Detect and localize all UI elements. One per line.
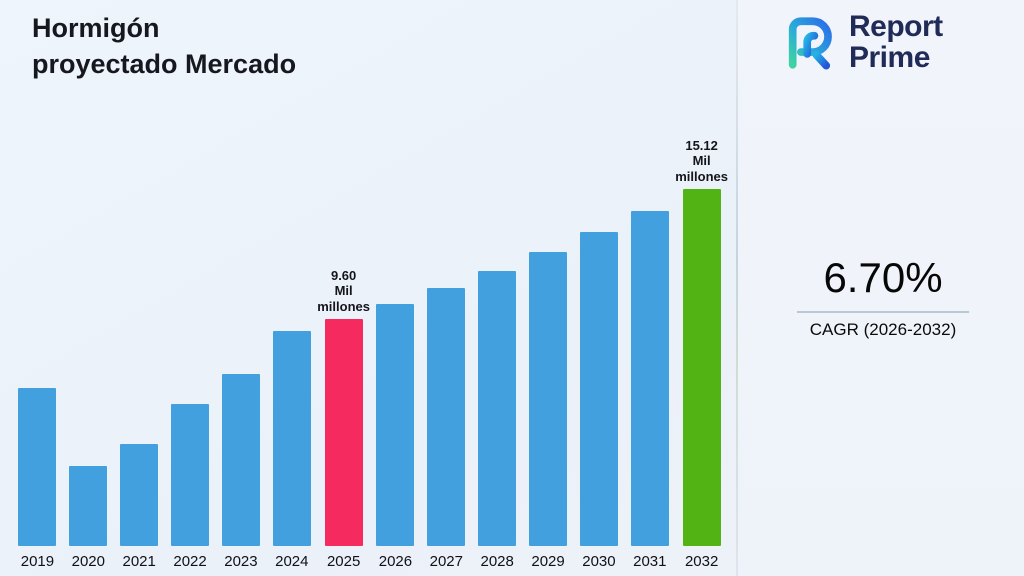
bar-chart: 2019 2020 2021 2022 2023 2024 9.60 Mil millones 2… (12, 138, 728, 570)
cagr-value: 6.70% (823, 254, 943, 301)
bar-column-2030: 2030 (574, 232, 625, 570)
bar-annotation-line: 15.12 (685, 138, 718, 154)
vertical-divider (736, 0, 738, 576)
bar-column-2021: 2021 (114, 444, 165, 570)
page-title-line2: proyectado Mercado (32, 49, 297, 80)
bar-2021 (120, 444, 159, 546)
bar-column-2023: 2023 (216, 374, 267, 570)
bar-column-2020: 2020 (63, 466, 114, 570)
bar-annotation-line: Mil (334, 283, 353, 299)
bar-column-2027: 2027 (421, 288, 472, 570)
reportprime-logo-text: Report Prime (849, 10, 943, 74)
x-axis-label-2027: 2027 (429, 553, 463, 570)
x-axis-label-2026: 2026 (378, 553, 413, 570)
page-title-line1: Hormigón (32, 13, 160, 43)
x-axis-label-2024: 2024 (275, 553, 309, 570)
reportprime-logo-icon (788, 17, 832, 70)
reportprime-logo: Report Prime (780, 10, 943, 74)
bar-annotation-2032: 15.12 Mil millones (675, 138, 728, 184)
bar-2020 (69, 466, 108, 546)
x-axis-label-2029: 2029 (531, 553, 565, 570)
x-axis-label-2028: 2028 (480, 553, 514, 570)
x-axis-label-2025: 2025 (326, 553, 361, 570)
x-axis-label-2021: 2021 (122, 553, 156, 570)
cagr-label: CAGR (2026-2032) (809, 320, 957, 339)
logo-word-prime: Prime (849, 40, 930, 74)
logo-word-report: Report (849, 10, 943, 43)
bar-2023 (221, 374, 260, 546)
bar-column-2022: 2022 (165, 404, 216, 570)
bar-column-2025: 9.60 Mil millones 2025 (317, 268, 370, 570)
bar-column-2026: 2026 (370, 304, 421, 570)
bar-2019 (18, 388, 57, 546)
x-axis-label-2030: 2030 (582, 553, 616, 570)
bar-2026 (376, 304, 415, 546)
bar-2030 (579, 232, 618, 546)
bar-column-2032: 15.12 Mil millones 2032 (675, 138, 728, 570)
bar-2032 (682, 189, 721, 546)
x-axis-label-2022: 2022 (173, 553, 207, 570)
page-title: Hormigón proyectado Mercado (32, 10, 296, 83)
bar-2025 (324, 319, 363, 546)
x-axis-label-2023: 2023 (224, 553, 258, 570)
bar-2024 (272, 331, 311, 546)
bar-column-2029: 2029 (523, 252, 574, 570)
bar-2029 (529, 252, 568, 546)
bar-column-2028: 2028 (472, 271, 523, 570)
cagr-block: 6.70% CAGR (2026-2032) (768, 254, 998, 340)
x-axis-label-2032: 2032 (684, 553, 719, 570)
bar-annotation-line: millones (317, 298, 370, 314)
x-axis-label-2031: 2031 (633, 553, 667, 570)
bar-annotation-line: 9.60 (330, 268, 357, 284)
bar-2028 (478, 271, 517, 546)
bar-column-2031: 2031 (624, 211, 675, 570)
bar-annotation-line: Mil (692, 153, 711, 169)
bar-2031 (630, 211, 669, 546)
bar-2022 (171, 404, 210, 546)
bar-column-2019: 2019 (12, 388, 63, 570)
x-axis-label-2020: 2020 (71, 553, 105, 570)
right-panel-background (738, 0, 1024, 576)
cagr-divider-line (797, 311, 969, 313)
bar-column-2024: 2024 (266, 331, 317, 570)
bar-2027 (427, 288, 466, 546)
x-axis-label-2019: 2019 (20, 553, 55, 570)
bar-annotation-line: millones (675, 168, 728, 184)
bar-annotation-2025: 9.60 Mil millones (317, 268, 370, 314)
chart-bars: 2019 2020 2021 2022 2023 2024 9.60 Mil millones 2… (12, 138, 728, 570)
